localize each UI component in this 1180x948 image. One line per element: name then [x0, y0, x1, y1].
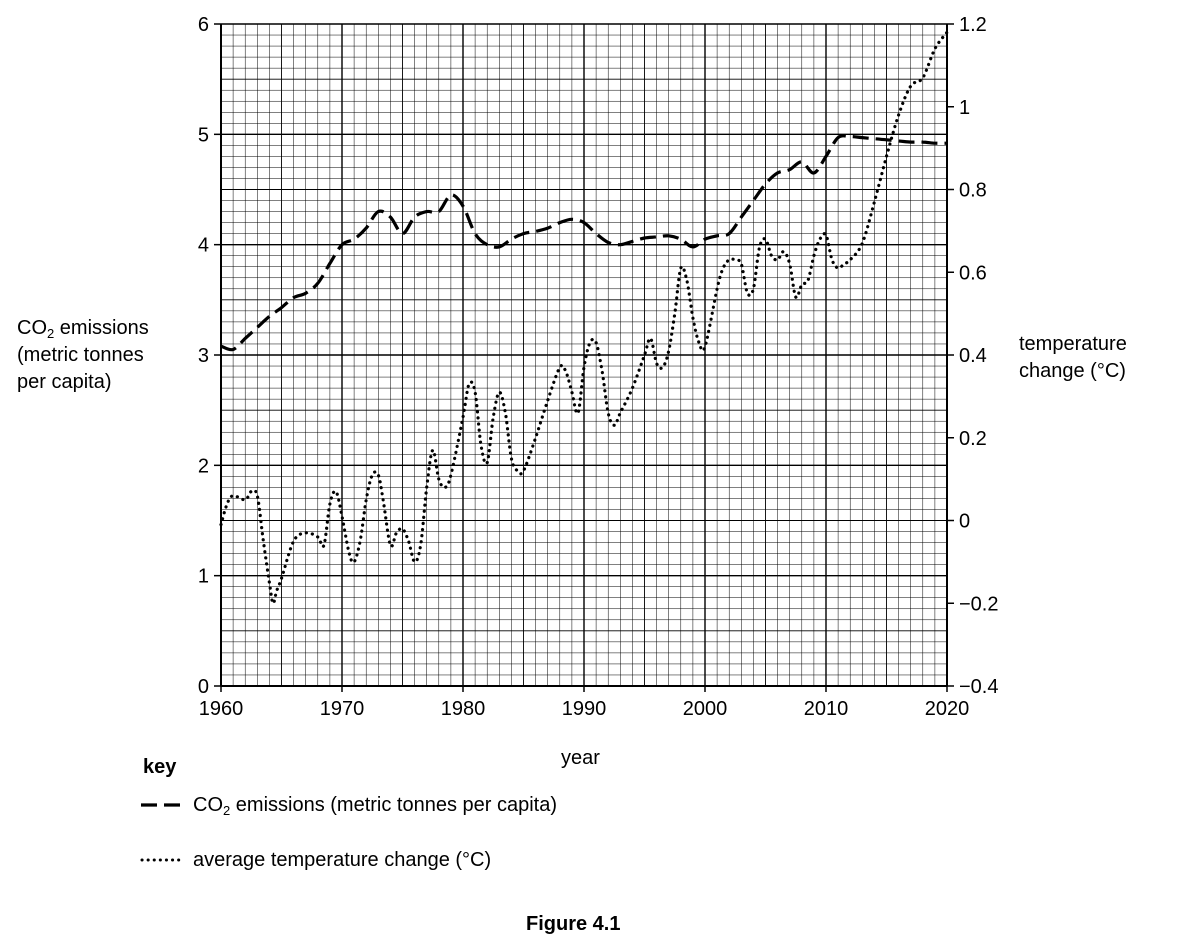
- y-tick-label-left: 5: [198, 124, 209, 146]
- y-tick-label-right: 0.2: [959, 428, 987, 450]
- y-tick-label-left: 3: [198, 345, 209, 367]
- y-axis-label-left-line-3: per capita): [17, 371, 112, 393]
- y-tick-label-left: 6: [198, 14, 209, 36]
- x-tick-label: 2000: [683, 698, 728, 720]
- y-axis-label-right-line-1: temperature: [1019, 333, 1127, 355]
- co2-emissions-line: [220, 134, 948, 352]
- key-co2-label: CO2 emissions (metric tonnes per capita): [193, 794, 558, 818]
- y-tick-label-right: 0.6: [959, 262, 987, 284]
- y-axis-label-right-line-2: change (°C): [1019, 360, 1126, 382]
- y-axis-label-left: CO2 emissions (metric tonnes per capita): [17, 315, 149, 396]
- x-tick-label: 2020: [925, 698, 970, 720]
- y-tick-label-right: 0: [959, 511, 970, 533]
- key-title: key: [143, 756, 177, 778]
- y-tick-label-right: 0.4: [959, 345, 987, 367]
- key-temperature-label: average temperature change (°C): [193, 849, 492, 871]
- figure-caption: Figure 4.1: [526, 913, 621, 935]
- axes: [214, 23, 954, 692]
- y-axis-label-right: temperature change (°C): [1019, 331, 1127, 385]
- x-tick-label: 1960: [199, 698, 244, 720]
- temperature-change-line: [219, 30, 949, 605]
- x-axis-label: year: [561, 747, 600, 769]
- key-swatches: [140, 803, 183, 862]
- y-tick-label-left: 0: [198, 676, 209, 698]
- y-tick-label-right: −0.2: [959, 593, 998, 615]
- x-tick-label: 1980: [441, 698, 486, 720]
- y-axis-label-left-line-2: (metric tonnes: [17, 344, 144, 366]
- y-tick-label-right: 0.8: [959, 180, 987, 202]
- y-axis-label-left-line-1: CO2 emissions: [17, 317, 149, 341]
- x-tick-label: 1990: [562, 698, 607, 720]
- y-tick-label-left: 1: [198, 566, 209, 588]
- x-tick-label: 2010: [804, 698, 849, 720]
- y-tick-label-left: 2: [198, 455, 209, 477]
- series-lines: [219, 30, 949, 605]
- y-tick-label-left: 4: [198, 235, 209, 257]
- grid: [220, 23, 948, 687]
- y-tick-label-right: −0.4: [959, 676, 998, 698]
- y-tick-label-right: 1: [959, 97, 970, 119]
- x-tick-label: 1970: [320, 698, 365, 720]
- tick-labels: 0 1 2 3 4 5 6 −0.4 −0.2 0 0.2 0.4 0.6 0.8 1 1.2 1960 1970…: [198, 14, 999, 720]
- y-tick-label-right: 1.2: [959, 14, 987, 36]
